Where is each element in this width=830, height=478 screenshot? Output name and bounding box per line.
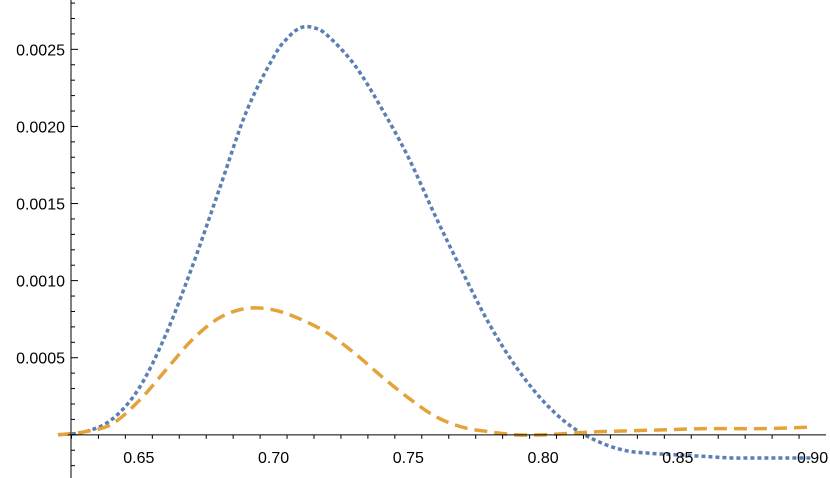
x-tick-label: 0.90 [797,450,828,467]
y-tick-label: 0.0005 [16,351,65,368]
x-tick-label: 0.70 [258,450,289,467]
series-line-1 [57,24,813,460]
y-tick-label: 0.0025 [16,42,65,59]
axis-layer: 0.65 0.70 0.75 0.80 0.85 0.90 0.0005 0.0010 0.00… [16,0,828,478]
x-tick-label: 0.80 [527,450,558,467]
series-layer [57,24,813,460]
y-tick-label: 0.0020 [16,119,65,136]
x-tick-label: 0.85 [662,450,693,467]
x-tick-label: 0.75 [393,450,424,467]
x-tick-label: 0.65 [123,450,154,467]
y-tick-label: 0.0010 [16,274,65,291]
y-tick-label: 0.0015 [16,197,65,214]
series-line-2 [57,306,813,437]
